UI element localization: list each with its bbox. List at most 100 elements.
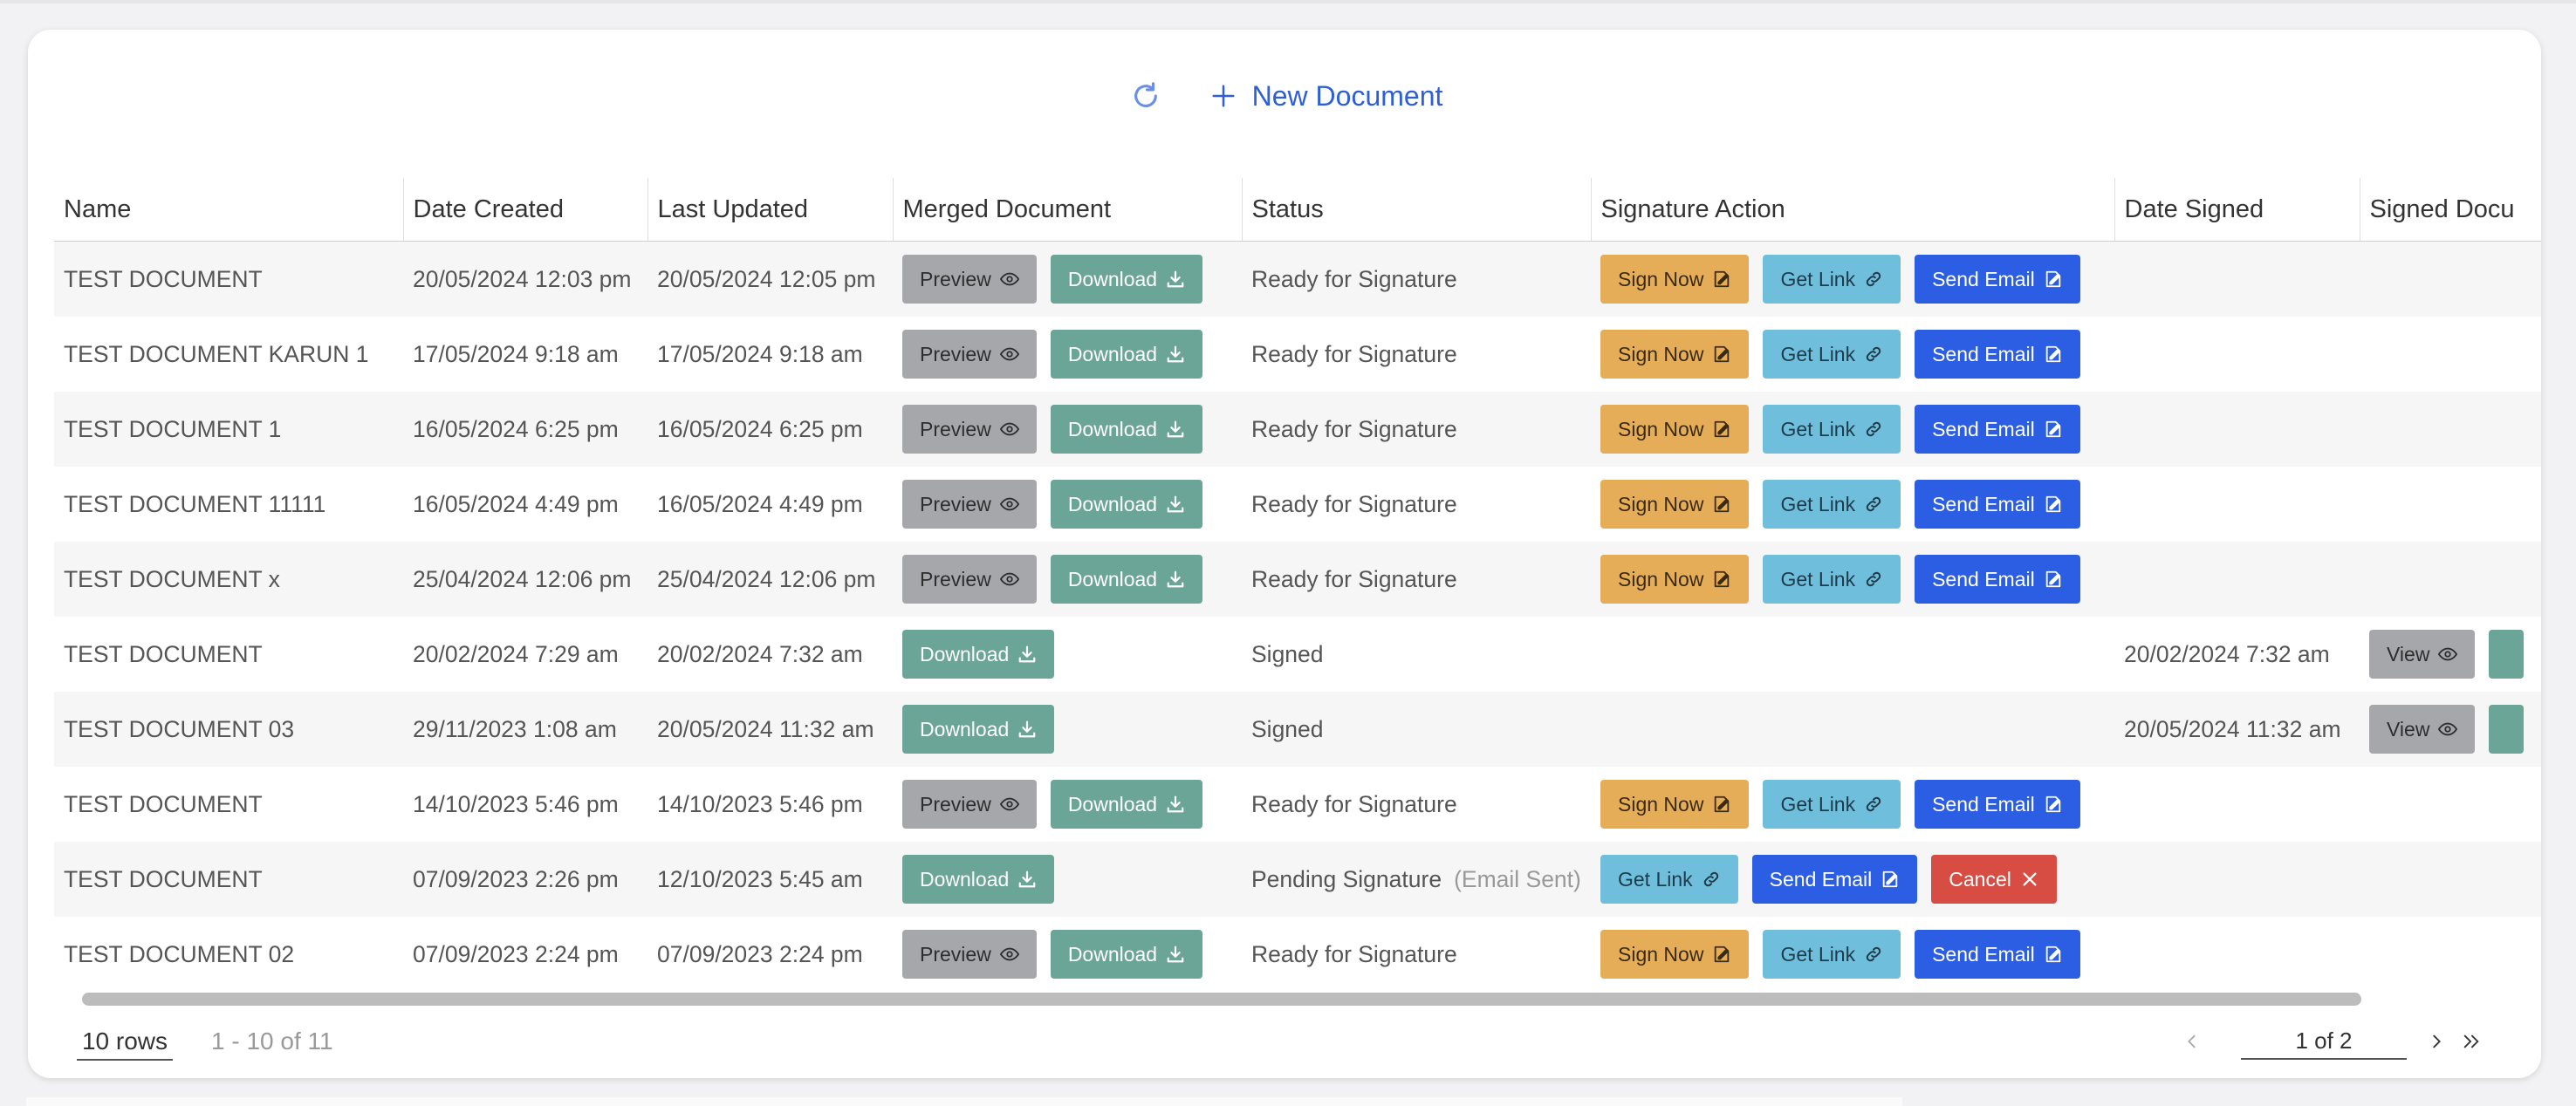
cell-date-created: 14/10/2023 5:46 pm bbox=[403, 767, 647, 842]
documents-table-container[interactable]: Name Date Created Last Updated Merged Do… bbox=[54, 178, 2541, 989]
cell-signed-document bbox=[2360, 542, 2541, 617]
download-icon bbox=[1166, 495, 1185, 514]
view-button[interactable]: View bbox=[2369, 630, 2476, 679]
get-link-button[interactable]: Get Link bbox=[1600, 855, 1738, 904]
get-link-button[interactable]: Get Link bbox=[1763, 930, 1901, 979]
cell-merged-document: Preview Download bbox=[893, 392, 1242, 467]
download-button-label: Download bbox=[1067, 492, 1158, 515]
send-email-button[interactable]: Send Email bbox=[1915, 330, 2080, 379]
column-header-date-signed[interactable]: Date Signed bbox=[2114, 178, 2360, 242]
download-button[interactable]: Download bbox=[1050, 555, 1203, 604]
download-button[interactable]: Download bbox=[1050, 255, 1203, 304]
cell-date-signed bbox=[2114, 767, 2360, 842]
get-link-button[interactable]: Get Link bbox=[1763, 480, 1901, 529]
download-button[interactable]: Download bbox=[1050, 330, 1203, 379]
sign-now-button[interactable]: Sign Now bbox=[1600, 480, 1750, 529]
download-button-label: Download bbox=[1067, 417, 1158, 440]
new-document-button[interactable]: New Document bbox=[1210, 80, 1442, 113]
eye-icon bbox=[999, 570, 1019, 589]
cell-date-created: 07/09/2023 2:26 pm bbox=[403, 842, 647, 917]
view-button[interactable]: View bbox=[2369, 705, 2476, 754]
link-icon bbox=[1702, 870, 1721, 889]
get-link-button[interactable]: Get Link bbox=[1763, 405, 1901, 454]
cell-date-created: 25/04/2024 12:06 pm bbox=[403, 542, 647, 617]
get-link-button-label: Get Link bbox=[1780, 792, 1856, 816]
download-button[interactable]: Download bbox=[1050, 480, 1203, 529]
preview-button[interactable]: Preview bbox=[902, 555, 1037, 604]
download-button[interactable]: Download bbox=[1050, 930, 1203, 979]
cell-merged-document: Download bbox=[893, 617, 1242, 692]
get-link-button[interactable]: Get Link bbox=[1763, 330, 1901, 379]
sign-now-button-label: Sign Now bbox=[1618, 492, 1704, 515]
cell-signature-action: Sign Now Get Link Send Email bbox=[1591, 317, 2114, 392]
signed-download-button[interactable] bbox=[2489, 705, 2525, 754]
send-email-button[interactable]: Send Email bbox=[1751, 855, 1918, 904]
bottom-divider bbox=[26, 1097, 1902, 1106]
send-email-button[interactable]: Send Email bbox=[1915, 555, 2080, 604]
cell-date-created: 29/11/2023 1:08 am bbox=[403, 692, 647, 767]
download-button[interactable]: Download bbox=[1050, 780, 1203, 829]
download-button-label: Download bbox=[920, 717, 1010, 741]
cell-date-created: 16/05/2024 4:49 pm bbox=[403, 467, 647, 542]
sign-now-button[interactable]: Sign Now bbox=[1600, 405, 1750, 454]
signature-icon bbox=[2044, 945, 2063, 964]
previous-page-icon[interactable] bbox=[2175, 1024, 2209, 1059]
sign-now-button[interactable]: Sign Now bbox=[1600, 330, 1750, 379]
column-header-signature-action[interactable]: Signature Action bbox=[1591, 178, 2115, 242]
download-icon bbox=[1166, 345, 1185, 364]
sign-now-button[interactable]: Sign Now bbox=[1600, 780, 1750, 829]
last-page-icon[interactable] bbox=[2454, 1024, 2489, 1059]
send-email-button[interactable]: Send Email bbox=[1915, 780, 2080, 829]
download-button[interactable]: Download bbox=[902, 855, 1055, 904]
signed-download-button[interactable] bbox=[2489, 630, 2525, 679]
refresh-icon[interactable] bbox=[1127, 77, 1165, 115]
preview-button[interactable]: Preview bbox=[902, 780, 1037, 829]
cell-date-signed bbox=[2114, 241, 2360, 317]
preview-button[interactable]: Preview bbox=[902, 255, 1037, 304]
download-button[interactable]: Download bbox=[902, 705, 1055, 754]
status-text: Ready for Signature bbox=[1251, 490, 1457, 517]
cancel-button[interactable]: Cancel bbox=[1931, 855, 2057, 904]
get-link-button[interactable]: Get Link bbox=[1763, 255, 1901, 304]
cell-status: Pending Signature (Email Sent) bbox=[1242, 842, 1591, 917]
sign-now-button[interactable]: Sign Now bbox=[1600, 555, 1750, 604]
column-header-last-updated[interactable]: Last Updated bbox=[647, 178, 894, 242]
send-email-button[interactable]: Send Email bbox=[1915, 930, 2080, 979]
cell-signature-action bbox=[1591, 617, 2114, 692]
horizontal-scrollbar[interactable] bbox=[82, 993, 2361, 1006]
sign-now-button[interactable]: Sign Now bbox=[1600, 255, 1750, 304]
column-header-name[interactable]: Name bbox=[54, 178, 404, 242]
send-email-button[interactable]: Send Email bbox=[1915, 255, 2080, 304]
send-email-button[interactable]: Send Email bbox=[1915, 480, 2080, 529]
cell-name: TEST DOCUMENT KARUN 1 bbox=[54, 317, 403, 392]
cell-name: TEST DOCUMENT 02 bbox=[54, 917, 403, 989]
cell-status: Ready for Signature bbox=[1242, 542, 1591, 617]
sign-now-button[interactable]: Sign Now bbox=[1600, 930, 1750, 979]
download-button-label: Download bbox=[1067, 267, 1158, 290]
column-header-merged-document[interactable]: Merged Document bbox=[893, 178, 1243, 242]
cell-signature-action: Sign Now Get Link Send Email bbox=[1591, 467, 2114, 542]
eye-icon bbox=[999, 420, 1019, 439]
rows-per-page-select[interactable]: 10 rows bbox=[77, 1024, 173, 1061]
send-email-button[interactable]: Send Email bbox=[1915, 405, 2080, 454]
preview-button[interactable]: Preview bbox=[902, 930, 1037, 979]
sign-now-button-label: Sign Now bbox=[1618, 267, 1704, 290]
cell-signature-action bbox=[1591, 692, 2114, 767]
get-link-button[interactable]: Get Link bbox=[1763, 555, 1901, 604]
send-email-button-label: Send Email bbox=[1932, 342, 2035, 365]
column-header-status[interactable]: Status bbox=[1242, 178, 1592, 242]
preview-button[interactable]: Preview bbox=[902, 405, 1037, 454]
download-button[interactable]: Download bbox=[1050, 405, 1203, 454]
cell-date-created: 20/05/2024 12:03 pm bbox=[403, 241, 647, 317]
signature-icon bbox=[1712, 420, 1731, 439]
page-number-input[interactable]: 1 of 2 bbox=[2241, 1023, 2407, 1060]
preview-button[interactable]: Preview bbox=[902, 480, 1037, 529]
download-button[interactable]: Download bbox=[902, 630, 1055, 679]
column-header-date-created[interactable]: Date Created bbox=[403, 178, 648, 242]
status-text: Pending Signature bbox=[1251, 865, 1442, 892]
column-header-signed-document[interactable]: Signed Docu bbox=[2360, 178, 2541, 242]
get-link-button[interactable]: Get Link bbox=[1763, 780, 1901, 829]
next-page-icon[interactable] bbox=[2419, 1024, 2454, 1059]
table-row: TEST DOCUMENT KARUN 1 17/05/2024 9:18 am 1… bbox=[54, 317, 2541, 392]
preview-button[interactable]: Preview bbox=[902, 330, 1037, 379]
